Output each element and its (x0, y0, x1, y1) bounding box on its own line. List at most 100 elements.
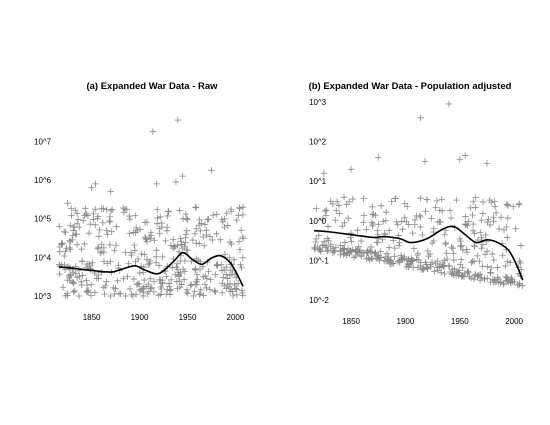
scatter-point (470, 258, 478, 265)
scatter-point (95, 271, 102, 279)
scatter-point (125, 260, 132, 267)
scatter-point (360, 212, 368, 219)
scatter-point (374, 227, 381, 234)
scatter-point (387, 260, 395, 268)
scatter-point (87, 292, 95, 299)
scatter-point (324, 223, 332, 230)
scatter-point (345, 198, 353, 205)
scatter-point (167, 242, 175, 249)
scatter-point (85, 229, 93, 237)
scatter-point (150, 288, 158, 295)
scatter-point (507, 259, 514, 266)
scatter-point (488, 199, 495, 206)
scatter-point (207, 276, 214, 283)
panel-b: (b) Expanded War Data - Population adjus… (309, 81, 526, 326)
scatter-point (233, 286, 240, 293)
scatter-point (179, 244, 186, 252)
scatter-point (355, 243, 362, 250)
scatter-point (427, 261, 434, 268)
scatter-point (226, 254, 233, 261)
scatter-point (479, 210, 486, 217)
scatter-point (114, 277, 121, 284)
scatter-point (175, 248, 183, 256)
scatter-point (313, 235, 320, 243)
scatter-point (65, 272, 73, 279)
scatter-point (92, 221, 99, 229)
scatter-point (386, 260, 394, 267)
chart-title: (b) Expanded War Data - Population adjus… (309, 81, 512, 92)
scatter-point (500, 281, 507, 288)
panel-a: (a) Expanded War Data - Raw 1850 1900 1950… (34, 81, 247, 322)
scatter-point (72, 270, 79, 277)
scatter-point (428, 258, 436, 266)
scatter-point (130, 229, 137, 236)
scatter-point (466, 273, 473, 281)
scatter-point (237, 261, 244, 268)
scatter-point (98, 205, 105, 212)
scatter-point (192, 204, 200, 211)
scatter-point (131, 247, 139, 254)
scatter-point (503, 274, 511, 281)
scatter-point (458, 242, 465, 249)
scatter-point (162, 237, 169, 245)
scatter-point (448, 270, 455, 278)
scatter-point (343, 251, 350, 259)
scatter-point (322, 207, 329, 215)
scatter-point (471, 230, 478, 237)
scatter-point (517, 259, 524, 267)
scatter-point (392, 195, 399, 202)
scatter-point (460, 273, 468, 280)
scatter-point (237, 227, 245, 234)
scatter-point (375, 221, 382, 228)
scatter-point (411, 216, 419, 224)
scatter-point (138, 250, 145, 258)
scatter-point (224, 275, 231, 282)
scatter-point (56, 270, 63, 278)
scatter-point (360, 219, 367, 226)
y-tick-label: 10^6 (34, 176, 52, 185)
scatter-point (470, 198, 477, 205)
scatter-point (394, 221, 401, 228)
scatter-point (142, 235, 149, 242)
scatter-point (239, 254, 246, 261)
scatter-point (193, 240, 200, 247)
y-tick-label: 10^0 (309, 217, 327, 226)
scatter-point (146, 233, 153, 241)
scatter-point (433, 197, 441, 205)
outlier-point (107, 188, 114, 195)
scatter-point (144, 290, 151, 298)
scatter-point (206, 286, 214, 293)
scatter-point (157, 291, 165, 298)
scatter-point (323, 206, 330, 214)
scatter-point (177, 235, 184, 242)
scatter-point (420, 265, 428, 273)
scatter-point (92, 206, 99, 213)
scatter-point (133, 281, 141, 288)
scatter-point (504, 234, 511, 241)
scatter-point (98, 269, 105, 276)
scatter-point (56, 243, 63, 251)
x-tick-label: 1950 (179, 313, 197, 322)
scatter-point (369, 203, 376, 211)
scatter-point (399, 225, 406, 233)
scatter-point (471, 242, 478, 249)
scatter-point (467, 274, 475, 282)
scatter-point (332, 217, 339, 224)
scatter-point (481, 251, 489, 258)
scatter-point (316, 246, 324, 254)
scatter-point (111, 247, 118, 254)
scatter-point (179, 215, 187, 222)
scatter-point (494, 274, 501, 281)
scatter-point (350, 254, 358, 261)
scatter-point (405, 221, 412, 228)
scatter-point (178, 281, 185, 288)
outlier-point (64, 200, 71, 207)
scatter-point (147, 257, 154, 265)
scatter-point (337, 248, 344, 255)
scatter-point (89, 259, 96, 266)
scatter-point (329, 200, 337, 208)
scatter-point (349, 195, 357, 203)
scatter-point (221, 223, 228, 231)
scatter-point (154, 206, 161, 213)
scatter-point (72, 207, 79, 214)
